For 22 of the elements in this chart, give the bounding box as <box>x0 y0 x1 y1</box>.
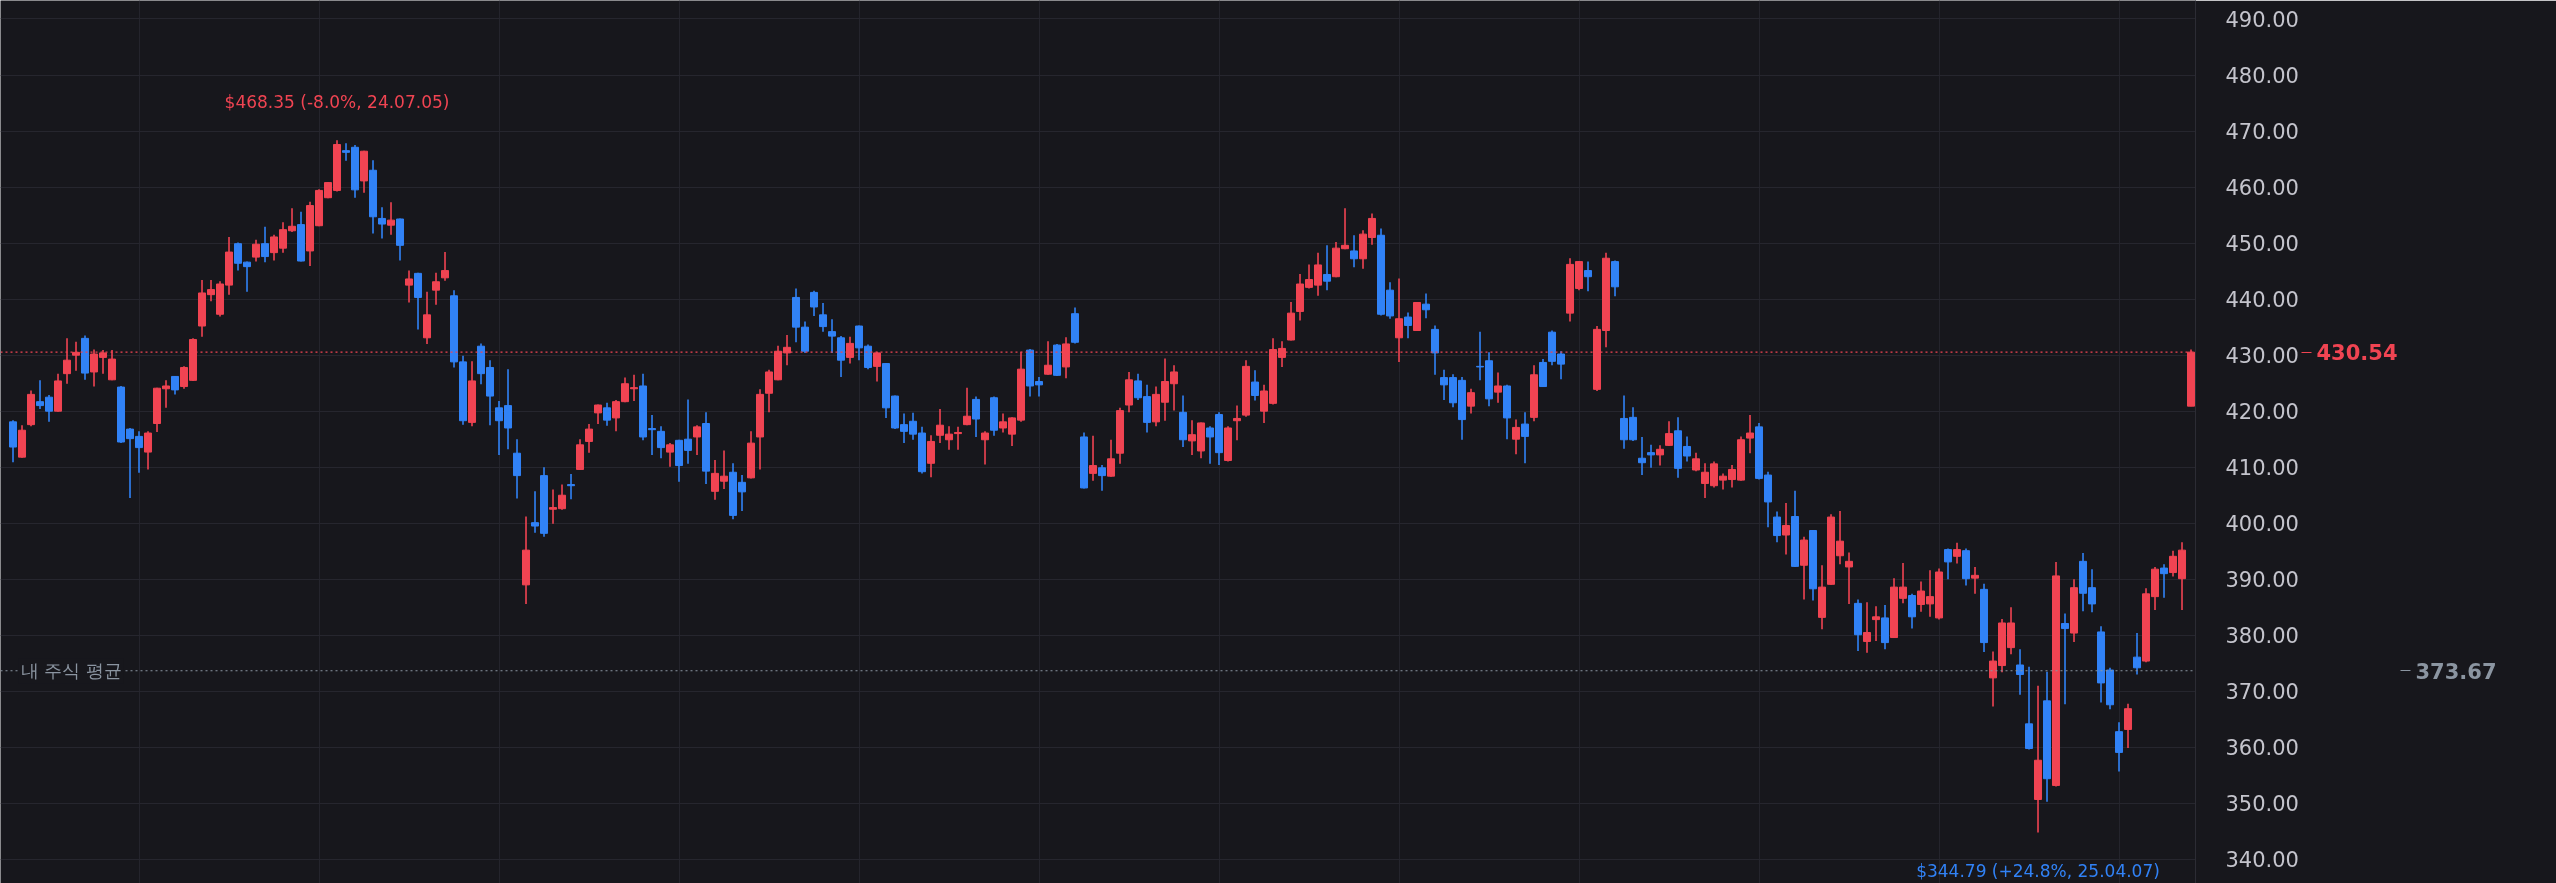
y-tick-label: 410.00 <box>2225 456 2299 481</box>
y-tick-label: 360.00 <box>2225 736 2299 761</box>
annotation: $344.79 (+24.8%, 25.04.07) <box>1916 860 2160 881</box>
ref-line-label: 373.67 <box>2415 659 2497 684</box>
y-tick-label: 460.00 <box>2225 176 2299 201</box>
y-tick-label: 420.00 <box>2225 400 2299 425</box>
candlestick <box>1647 444 1656 469</box>
y-tick-label: 430.00 <box>2225 344 2299 369</box>
y-tick-label: 370.00 <box>2225 680 2299 705</box>
y-tick-label: 490.00 <box>2225 7 2299 32</box>
y-tick-label: 350.00 <box>2225 792 2299 817</box>
annotation: $468.35 (-8.0%, 24.07.05) <box>224 92 450 113</box>
y-tick-label: 400.00 <box>2225 512 2299 537</box>
y-tick-label: 480.00 <box>2225 64 2299 89</box>
y-tick-label: 470.00 <box>2225 120 2299 145</box>
annotation: 내 주식 평균 <box>20 660 122 682</box>
ref-line-label: 430.54 <box>2316 341 2398 366</box>
y-tick-label: 390.00 <box>2225 568 2299 593</box>
y-tick-label: 380.00 <box>2225 624 2299 649</box>
y-tick-label: 340.00 <box>2225 848 2299 873</box>
y-tick-label: 450.00 <box>2225 232 2299 257</box>
y-tick-label: 440.00 <box>2225 288 2299 313</box>
